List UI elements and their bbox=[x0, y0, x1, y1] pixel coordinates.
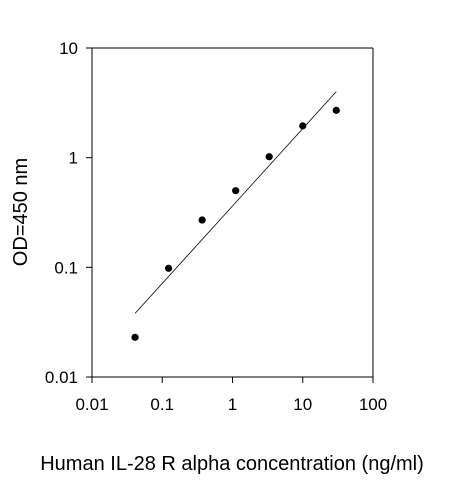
y-tick-label: 1 bbox=[69, 149, 78, 168]
plot-frame bbox=[91, 47, 374, 378]
y-tick-label: 0.1 bbox=[54, 258, 78, 277]
y-axis-title: OD=450 nm bbox=[10, 158, 32, 266]
data-points-layer bbox=[131, 106, 340, 341]
data-point bbox=[198, 216, 206, 224]
y-axis-ticks: 0.01 0.1 1 10 bbox=[45, 39, 92, 387]
data-point bbox=[265, 153, 273, 161]
x-tick-label: 0.1 bbox=[150, 395, 174, 414]
data-point bbox=[164, 264, 173, 272]
y-tick-label: 10 bbox=[59, 39, 78, 58]
x-tick-label: 1 bbox=[228, 395, 237, 414]
data-point bbox=[131, 333, 139, 341]
x-tick-label: 0.01 bbox=[75, 395, 108, 414]
data-point bbox=[232, 187, 240, 195]
x-tick-label: 10 bbox=[293, 395, 312, 414]
y-tick-label: 0.01 bbox=[45, 368, 78, 387]
x-axis-title: Human IL-28 R alpha concentration (ng/ml… bbox=[40, 453, 424, 475]
data-point bbox=[332, 106, 340, 114]
data-point bbox=[299, 122, 307, 130]
x-tick-label: 100 bbox=[359, 395, 387, 414]
x-axis-ticks: 0.01 0.1 1 10 100 bbox=[75, 377, 387, 414]
